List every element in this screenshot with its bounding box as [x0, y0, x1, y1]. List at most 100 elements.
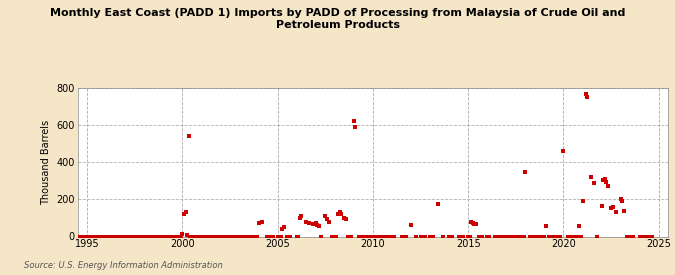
- Point: [173, 234, 184, 239]
- Point: [563, 234, 574, 239]
- Point: [339, 216, 350, 220]
- Point: [89, 234, 100, 239]
- Point: [599, 177, 610, 181]
- Point: [555, 234, 566, 239]
- Point: [582, 95, 593, 100]
- Point: [130, 234, 140, 239]
- Point: [213, 234, 224, 239]
- Point: [207, 234, 218, 239]
- Point: [74, 234, 85, 239]
- Point: [383, 234, 394, 239]
- Point: [622, 234, 632, 239]
- Point: [107, 234, 117, 239]
- Point: [558, 149, 569, 153]
- Point: [645, 234, 656, 239]
- Point: [248, 234, 259, 239]
- Point: [569, 234, 580, 239]
- Point: [281, 234, 292, 239]
- Point: [647, 234, 658, 239]
- Point: [377, 234, 388, 239]
- Point: [244, 234, 254, 239]
- Point: [406, 223, 416, 227]
- Point: [520, 169, 531, 174]
- Point: [101, 234, 111, 239]
- Point: [477, 234, 488, 239]
- Point: [184, 134, 194, 138]
- Point: [141, 234, 152, 239]
- Point: [185, 234, 196, 239]
- Point: [463, 234, 474, 239]
- Point: [126, 234, 136, 239]
- Point: [186, 234, 197, 239]
- Point: [518, 234, 529, 239]
- Point: [603, 184, 614, 189]
- Point: [574, 224, 585, 229]
- Point: [91, 234, 102, 239]
- Point: [153, 234, 163, 239]
- Point: [206, 234, 217, 239]
- Point: [437, 234, 448, 239]
- Point: [88, 234, 99, 239]
- Point: [240, 234, 250, 239]
- Point: [293, 234, 304, 239]
- Point: [605, 205, 616, 210]
- Point: [367, 234, 378, 239]
- Point: [576, 234, 587, 239]
- Point: [148, 234, 159, 239]
- Point: [428, 234, 439, 239]
- Point: [196, 234, 207, 239]
- Point: [340, 217, 351, 221]
- Point: [615, 197, 626, 202]
- Point: [496, 234, 507, 239]
- Point: [396, 234, 407, 239]
- Point: [524, 234, 535, 239]
- Point: [139, 234, 150, 239]
- Point: [360, 234, 371, 239]
- Point: [78, 234, 88, 239]
- Point: [249, 234, 260, 239]
- Point: [515, 234, 526, 239]
- Point: [253, 220, 264, 225]
- Point: [474, 234, 485, 239]
- Point: [211, 234, 222, 239]
- Point: [95, 234, 106, 239]
- Point: [458, 234, 469, 239]
- Point: [80, 234, 90, 239]
- Point: [279, 225, 290, 229]
- Text: Source: U.S. Energy Information Administration: Source: U.S. Energy Information Administ…: [24, 260, 222, 270]
- Point: [114, 234, 125, 239]
- Point: [466, 219, 477, 224]
- Point: [490, 234, 501, 239]
- Point: [163, 234, 174, 239]
- Point: [482, 234, 493, 239]
- Point: [350, 125, 361, 129]
- Point: [154, 234, 165, 239]
- Point: [454, 234, 464, 239]
- Point: [464, 234, 475, 239]
- Point: [116, 234, 127, 239]
- Point: [82, 234, 92, 239]
- Point: [246, 234, 256, 239]
- Point: [137, 234, 148, 239]
- Point: [151, 234, 161, 239]
- Text: Monthly East Coast (PADD 1) Imports by PADD of Processing from Malaysia of Crude: Monthly East Coast (PADD 1) Imports by P…: [50, 8, 625, 30]
- Point: [353, 234, 364, 239]
- Point: [610, 210, 621, 214]
- Point: [617, 199, 628, 204]
- Point: [133, 234, 144, 239]
- Point: [165, 234, 176, 239]
- Point: [625, 234, 636, 239]
- Point: [425, 234, 435, 239]
- Point: [401, 234, 412, 239]
- Point: [171, 234, 182, 239]
- Point: [512, 234, 522, 239]
- Point: [232, 234, 243, 239]
- Point: [387, 234, 398, 239]
- Point: [228, 234, 239, 239]
- Point: [577, 199, 588, 204]
- Point: [275, 234, 286, 239]
- Point: [554, 234, 564, 239]
- Point: [122, 234, 132, 239]
- Point: [261, 234, 272, 239]
- Point: [323, 219, 334, 224]
